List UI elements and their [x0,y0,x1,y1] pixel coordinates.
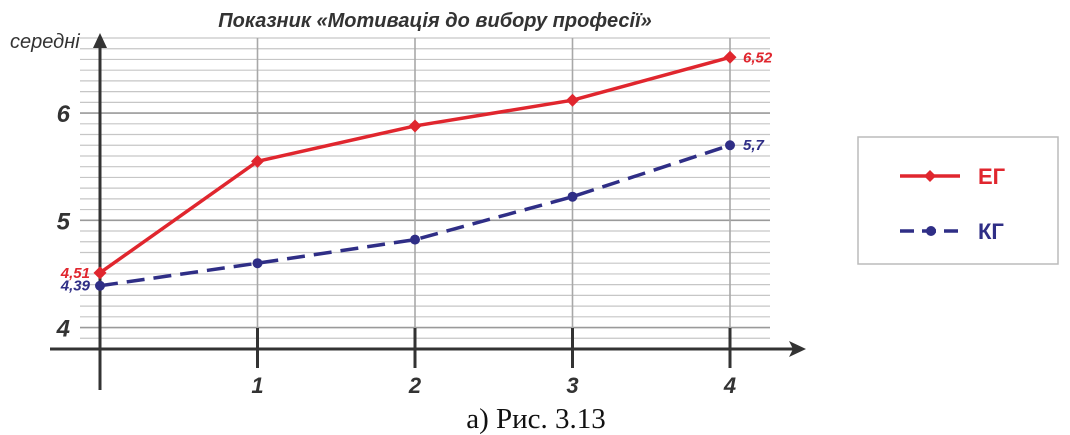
legend-marker-eg [924,170,936,182]
data-point-marker [725,140,735,151]
legend-box [857,136,1059,265]
y-tick-label: 4 [56,316,70,343]
data-point-marker [410,234,420,245]
x-tick-label: 2 [408,373,422,398]
series-eg: 4,51 6,52 [60,49,773,282]
vertical-gridlines [256,38,731,349]
series-layer: 4,51 6,52 4,39 5,7 [60,49,773,294]
y-axis-arrow [93,33,107,48]
data-label: 4,39 [60,278,91,295]
x-tick-label: 4 [723,373,736,398]
data-point-marker [723,50,737,64]
legend-label-eg: ЕГ [978,164,1006,189]
data-point-marker [251,154,264,168]
legend-marker-kg [926,226,936,236]
x-axis-arrow [789,341,806,357]
chart-title: Показник «Мотивація до вибору професії» [218,10,652,32]
data-point-marker [566,93,579,107]
data-point-marker [252,258,263,269]
data-point-marker [567,191,578,202]
data-label: 6,52 [743,49,773,66]
y-tick-label: 5 [57,208,71,235]
x-tick-label: 1 [251,373,263,398]
x-tick-label: 3 [566,373,578,398]
horizontal-gridlines [80,37,770,339]
series-kg: 4,39 5,7 [60,137,765,294]
data-label: 5,7 [743,137,765,154]
y-axis-label: середні [10,31,80,53]
y-tick-labels: 4 5 6 [56,101,71,342]
data-point-marker [93,266,107,280]
data-label: 4,51 [60,265,90,282]
legend-label-kg: КГ [978,219,1004,244]
legend: ЕГ КГ [857,136,1059,265]
axes [50,33,806,390]
data-point-marker [408,119,422,133]
y-tick-label: 6 [57,101,71,128]
figure-caption: а) Рис. 3.13 [466,403,606,435]
x-tick-labels: 1 2 3 4 [251,373,736,398]
x-tick-marks [256,328,732,368]
data-point-marker [95,280,105,291]
